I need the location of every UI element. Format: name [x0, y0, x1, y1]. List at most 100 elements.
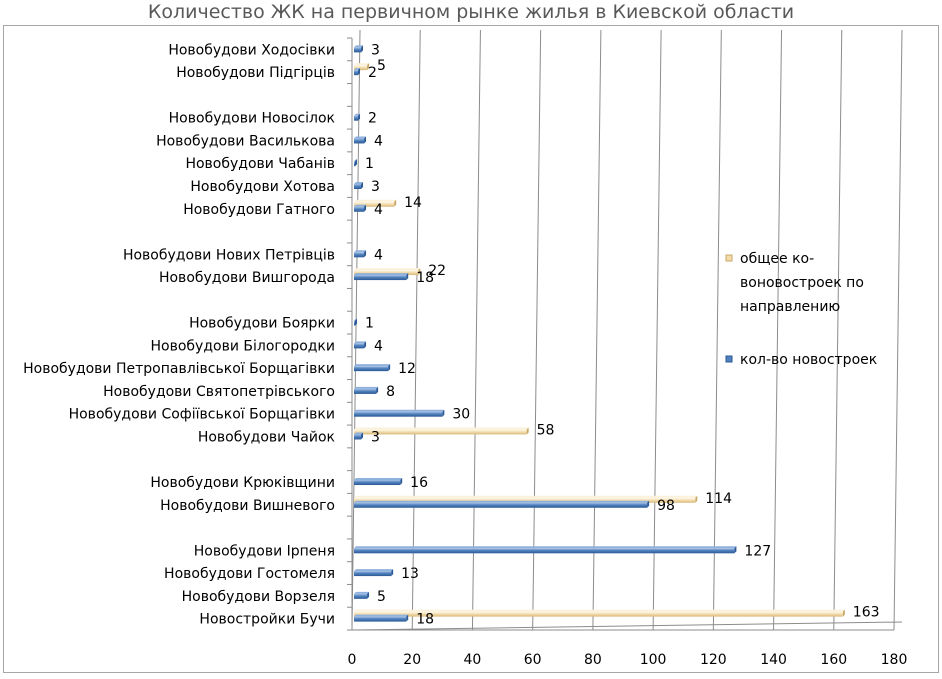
- bar: [354, 318, 358, 326]
- data-label: 5: [377, 58, 386, 74]
- bar: [354, 45, 364, 53]
- bar: [354, 478, 403, 485]
- bar: [354, 341, 367, 349]
- data-label: 3: [371, 179, 380, 195]
- data-label: 8: [386, 384, 395, 400]
- bar: [354, 591, 370, 599]
- bar-layer: [354, 45, 845, 622]
- category-label: Новобудови Гостомеля: [164, 566, 335, 582]
- category-label: Новобудови Чайок: [198, 429, 335, 445]
- bar: [354, 364, 391, 372]
- legend-label: кол-во новостроек: [740, 352, 877, 368]
- data-label: 14: [404, 195, 422, 211]
- category-label: Новобудови Боярки: [189, 316, 335, 332]
- category-label: Новобудови Ворзеля: [182, 589, 335, 605]
- legend-label: воновостроек по: [740, 275, 864, 291]
- x-tick-label: 80: [584, 652, 602, 668]
- data-label: 18: [416, 270, 434, 286]
- category-label: Новобудови Новосілок: [169, 111, 335, 127]
- gridline: [351, 29, 361, 631]
- data-label: 127: [744, 543, 771, 559]
- x-tick-label: 180: [881, 652, 908, 668]
- x-tick-label: 140: [760, 652, 787, 668]
- data-label: 58: [537, 422, 555, 438]
- category-label: Новобудови Василькова: [156, 133, 335, 149]
- x-tick-label: 100: [640, 652, 667, 668]
- category-label: Новобудови Нових Петрівців: [123, 247, 335, 263]
- data-label: 1: [365, 156, 374, 172]
- bar: [354, 495, 698, 503]
- x-tick-label: 160: [820, 652, 847, 668]
- bar: [354, 569, 394, 577]
- legend: общее ко-воновостроек по направлению кол-в…: [725, 251, 877, 368]
- data-label: 3: [371, 429, 380, 445]
- gridline: [712, 29, 722, 631]
- bar: [354, 427, 529, 435]
- x-tick-label: 120: [700, 652, 727, 668]
- bar: [354, 386, 379, 394]
- gridline: [471, 29, 481, 631]
- bar: [354, 204, 367, 212]
- bar: [354, 546, 737, 554]
- data-label: 4: [374, 133, 383, 149]
- data-label: 5: [377, 589, 386, 605]
- grid-layer: [347, 29, 903, 631]
- chart-title: Количество ЖК на первичном рынке жилья в…: [147, 1, 795, 23]
- bar: [354, 273, 409, 281]
- legend-swatch: [725, 355, 733, 363]
- gridline: [893, 29, 903, 631]
- bar: [354, 250, 367, 258]
- gridline: [411, 29, 421, 631]
- x-tick-label: 0: [348, 652, 357, 668]
- legend-swatch: [725, 254, 733, 262]
- bar: [354, 136, 367, 144]
- data-label: 16: [410, 475, 428, 491]
- bar: [354, 409, 445, 417]
- category-label: Новобудови Святопетрівського: [103, 384, 335, 400]
- data-label: 4: [374, 338, 383, 354]
- category-label: Новобудови Ходосівки: [168, 42, 335, 58]
- chart-frame: [3, 25, 939, 673]
- category-label: Новобудови Вишневого: [160, 498, 335, 514]
- category-label: Новобудови Білогородки: [151, 338, 336, 354]
- x-tick-label: 60: [524, 652, 542, 668]
- data-label: 1: [365, 316, 374, 332]
- legend-label: общее ко-: [740, 251, 814, 267]
- data-label: 163: [853, 605, 880, 621]
- data-label: 2: [368, 111, 377, 127]
- data-label: 3: [371, 42, 380, 58]
- data-label: 114: [705, 491, 732, 507]
- category-label: Новобудови Петропавлівської Борщагівки: [23, 361, 335, 377]
- data-label: 4: [374, 202, 383, 218]
- data-label: 12: [398, 361, 416, 377]
- category-label: Новобудови Вишгорода: [159, 270, 335, 286]
- label-layer: 0 20 40 60 80 100 120 140 160 180 Новобудови Ходос…: [23, 42, 907, 668]
- bar: [354, 609, 845, 617]
- category-label: Новобудови Підгірців: [176, 65, 335, 81]
- category-label: Новобудови Чабанів: [185, 156, 335, 172]
- gridline: [833, 29, 843, 631]
- data-label: 13: [401, 566, 419, 582]
- gridline: [592, 29, 602, 631]
- bar: [354, 63, 370, 71]
- data-label: 30: [452, 407, 470, 423]
- data-label: 18: [416, 612, 434, 628]
- gridline: [532, 29, 542, 631]
- data-label: 2: [368, 65, 377, 81]
- bar: [354, 159, 358, 167]
- x-tick-label: 20: [403, 652, 421, 668]
- category-label: Новостройки Бучи: [199, 612, 335, 628]
- gridline: [652, 29, 662, 631]
- category-label: Новобудови Хотова: [190, 179, 335, 195]
- floor-line: [351, 621, 903, 631]
- data-label: 98: [657, 498, 675, 514]
- category-label: Новобудови Ірпеня: [194, 543, 335, 559]
- gridline: [773, 29, 783, 631]
- bar: [354, 199, 397, 207]
- data-label: 22: [428, 263, 446, 279]
- bar: [354, 182, 364, 189]
- legend-label: направлению: [740, 299, 840, 315]
- bar: [354, 268, 421, 276]
